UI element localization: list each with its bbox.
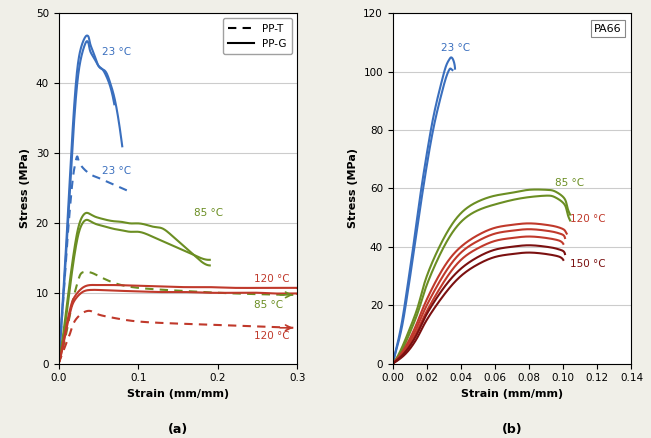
Text: 23 °C: 23 °C bbox=[441, 43, 469, 53]
Text: 23 °C: 23 °C bbox=[102, 47, 132, 57]
Legend: PP-T, PP-G: PP-T, PP-G bbox=[223, 18, 292, 54]
Text: (a): (a) bbox=[168, 423, 188, 436]
Text: 120 °C: 120 °C bbox=[570, 214, 605, 224]
Text: 150 °C: 150 °C bbox=[570, 259, 605, 269]
Text: PA66: PA66 bbox=[594, 24, 622, 34]
Text: 120 °C: 120 °C bbox=[253, 275, 289, 284]
Text: 85 °C: 85 °C bbox=[555, 177, 584, 187]
Y-axis label: Stress (MPa): Stress (MPa) bbox=[20, 148, 30, 228]
Text: (b): (b) bbox=[502, 423, 523, 436]
Text: 85 °C: 85 °C bbox=[194, 208, 223, 218]
X-axis label: Strain (mm/mm): Strain (mm/mm) bbox=[461, 389, 563, 399]
X-axis label: Strain (mm/mm): Strain (mm/mm) bbox=[127, 389, 229, 399]
Text: 23 °C: 23 °C bbox=[102, 166, 132, 176]
Text: 85 °C: 85 °C bbox=[253, 300, 283, 311]
Y-axis label: Stress (MPa): Stress (MPa) bbox=[348, 148, 358, 228]
Text: 120 °C: 120 °C bbox=[253, 331, 289, 340]
